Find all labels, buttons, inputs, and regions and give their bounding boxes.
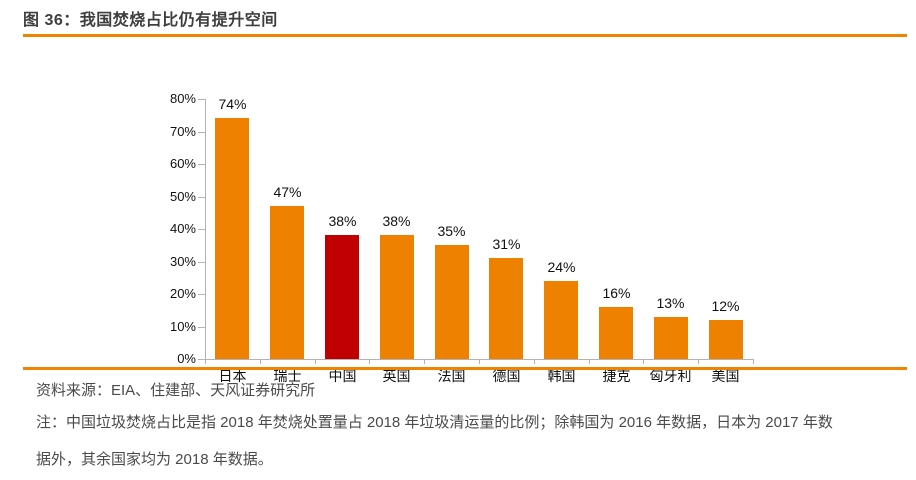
source-text: 资料来源：EIA、住建部、天风证券研究所: [36, 382, 316, 399]
bar-value-label: 16%: [602, 285, 631, 301]
bar-value-label: 47%: [273, 184, 302, 200]
y-axis-tick-mark: [198, 229, 205, 230]
bar-value-label: 31%: [492, 236, 521, 252]
y-axis-tick-label: 60%: [169, 156, 196, 171]
y-axis-tick-mark: [198, 164, 205, 165]
x-axis-tick-mark: [315, 359, 316, 364]
bar-日本: [215, 118, 249, 359]
bar-value-label: 74%: [218, 96, 247, 112]
y-axis-tick-mark: [198, 261, 205, 263]
bar-value-label: 35%: [437, 223, 466, 239]
title-divider-rule: [23, 34, 907, 37]
bar-value-label: 38%: [328, 213, 357, 229]
x-axis-tick-mark: [260, 359, 261, 364]
bar-捷克: [599, 307, 633, 359]
x-axis-category-label: 英国: [382, 368, 411, 384]
bar-韩国: [544, 281, 578, 359]
y-axis-tick-mark: [198, 99, 205, 100]
y-axis-tick-mark: [198, 359, 205, 360]
x-axis-category-label: 瑞士: [273, 368, 302, 384]
y-axis-tick-label: 50%: [169, 188, 196, 204]
bar-chart: 0% 10% 20% 30% 40% 50% 60% 70% 80% 74% 日本 47% 瑞士 38% 中…: [0, 40, 916, 384]
y-axis-tick-mark: [198, 131, 205, 133]
x-axis-tick-mark: [479, 359, 480, 364]
x-axis-tick-mark: [589, 359, 590, 364]
x-axis-category-label: 匈牙利: [649, 368, 692, 384]
y-axis-tick-label: 10%: [169, 318, 196, 334]
x-axis-tick-mark: [369, 359, 370, 364]
note-text: 注：中国垃圾焚烧占比是指 2018 年焚烧处置量占 2018 年垃圾清运量的比例…: [36, 414, 833, 468]
y-axis-line: [205, 99, 206, 360]
y-axis-tick-mark: [198, 326, 205, 328]
x-axis-category-label: 日本: [218, 368, 247, 384]
x-axis-tick-mark: [205, 359, 206, 364]
x-axis-category-label: 德国: [492, 368, 521, 384]
x-axis-category-label: 捷克: [602, 368, 631, 384]
x-axis-tick-mark: [424, 359, 425, 364]
bar-value-label: 12%: [711, 298, 740, 314]
bar-value-label: 13%: [656, 295, 685, 311]
bar-中国: [325, 235, 359, 359]
chart-footer-divider-rule: [23, 367, 907, 370]
y-axis-tick-label: 30%: [169, 253, 196, 269]
x-axis-category-label: 中国: [328, 368, 357, 384]
x-axis-tick-mark: [534, 359, 535, 364]
bar-英国: [380, 235, 414, 359]
bar-德国: [489, 258, 523, 359]
bar-美国: [709, 320, 743, 359]
y-axis-tick-mark: [198, 196, 205, 198]
y-axis-tick-label: 80%: [169, 91, 196, 106]
x-axis-tick-mark: [753, 359, 754, 364]
y-axis-tick-label: 20%: [169, 286, 196, 301]
y-axis-tick-label: 0%: [177, 351, 196, 366]
x-axis-category-label: 美国: [711, 368, 740, 384]
x-axis-category-label: 法国: [437, 368, 466, 384]
x-axis-tick-mark: [698, 359, 699, 364]
bar-匈牙利: [654, 317, 688, 359]
figure-title: 图 36：我国焚烧占比仍有提升空间: [23, 12, 278, 29]
y-axis-tick-label: 70%: [169, 123, 196, 139]
y-axis-tick-mark: [198, 294, 205, 295]
bar-法国: [435, 245, 469, 359]
x-axis-category-label: 韩国: [547, 368, 576, 384]
x-axis-tick-mark: [643, 359, 644, 364]
bar-value-label: 38%: [382, 213, 411, 229]
y-axis-tick-label: 40%: [169, 221, 196, 236]
bar-value-label: 24%: [547, 259, 576, 275]
bar-瑞士: [270, 206, 304, 359]
